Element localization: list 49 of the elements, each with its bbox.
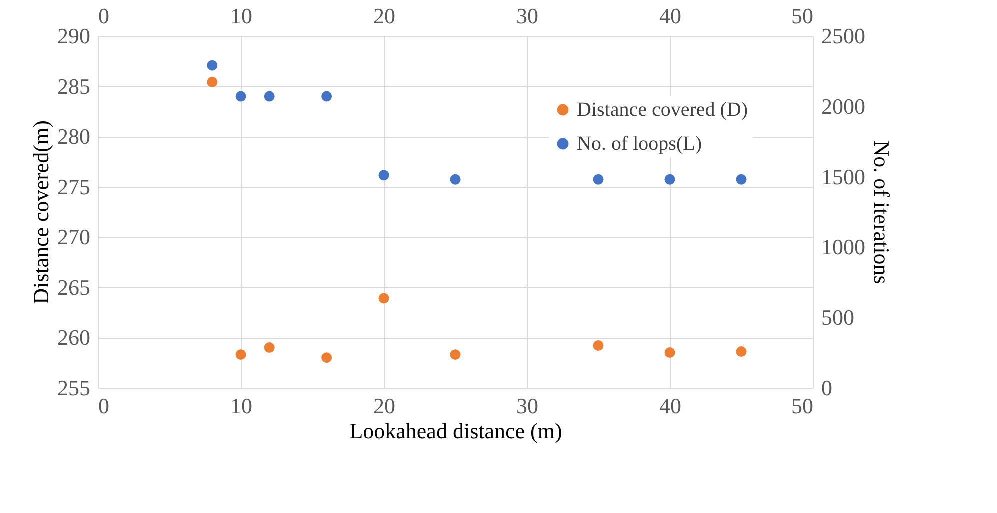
point <box>736 174 747 185</box>
x-tick-label: 10 <box>230 394 252 418</box>
point <box>450 350 461 360</box>
y-tick-label: 255 <box>58 376 90 400</box>
legend-label: No. of loops(L) <box>577 133 702 155</box>
point <box>593 340 604 351</box>
y2-tick-label: 0 <box>822 376 832 400</box>
point <box>322 91 332 102</box>
y-tick-label: 275 <box>58 174 90 200</box>
y2-tick-label: 1000 <box>822 234 866 260</box>
point <box>378 293 390 304</box>
x-tick-label: 0 <box>98 394 110 418</box>
y2-tick-label: 1500 <box>822 164 866 190</box>
x-tick-label: 20 <box>374 394 396 418</box>
legend-label: Distance covered (D) <box>577 99 748 121</box>
x2-tick-label: 20 <box>374 4 396 28</box>
y-axis-title: Distance covered(m) <box>28 120 54 304</box>
y2-tick-label: 2000 <box>822 94 866 119</box>
point <box>207 77 218 88</box>
point <box>207 60 218 71</box>
point <box>736 346 747 358</box>
y2-tick-label: 2500 <box>822 24 866 48</box>
x-tick-label: 50 <box>792 394 814 418</box>
x-tick-label: 30 <box>516 394 538 418</box>
y-tick-label: 280 <box>58 124 90 150</box>
y2-tick-label: 500 <box>822 305 854 330</box>
y-tick-label: 290 <box>58 24 90 48</box>
point <box>664 174 676 185</box>
y-tick-label: 270 <box>58 224 90 250</box>
point <box>378 170 390 181</box>
point <box>264 91 275 102</box>
x-tick-label: 40 <box>660 394 682 418</box>
y-tick-label: 285 <box>58 74 90 99</box>
point <box>236 350 246 360</box>
point <box>593 174 604 185</box>
point <box>236 91 246 102</box>
y-tick-label: 265 <box>58 274 90 300</box>
point <box>264 342 275 354</box>
x2-tick-label: 50 <box>792 4 814 28</box>
x2-tick-label: 40 <box>660 4 682 28</box>
x2-tick-label: 30 <box>516 4 538 28</box>
y2-axis-title: No. of iterations <box>870 140 894 284</box>
point <box>322 352 332 364</box>
x-axis-title: Lookahead distance (m) <box>350 418 562 444</box>
point <box>664 348 676 358</box>
x2-tick-label: 0 <box>98 4 110 28</box>
point <box>450 174 461 185</box>
y-tick-label: 260 <box>58 325 90 350</box>
x2-tick-label: 10 <box>230 4 252 28</box>
